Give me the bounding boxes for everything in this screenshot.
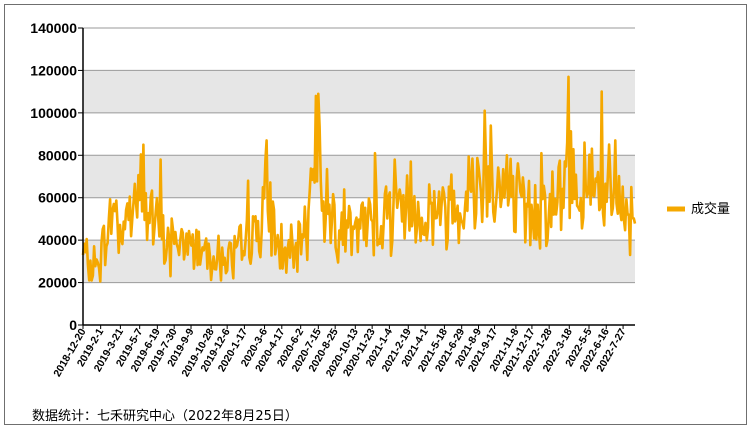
source-note: 数据统计：七禾研究中心（2022年8月25日） bbox=[32, 409, 298, 424]
y-tick-label: 80000 bbox=[38, 147, 77, 163]
grid-band bbox=[83, 70, 635, 113]
y-tick-label: 120000 bbox=[30, 62, 77, 78]
y-tick-label: 100000 bbox=[30, 105, 77, 121]
series-layer bbox=[81, 75, 637, 283]
legend-label: 成交量 bbox=[691, 201, 730, 217]
chart-frame: 0 20000 40000 60000 80000 100000 120000 140000 … bbox=[4, 4, 747, 425]
axes bbox=[82, 28, 635, 326]
y-tick-label: 60000 bbox=[38, 190, 77, 206]
y-tick-labels: 0 20000 40000 60000 80000 100000 120000 140000 bbox=[30, 20, 77, 333]
y-tick-label: 0 bbox=[69, 317, 77, 333]
y-tick-label: 20000 bbox=[38, 275, 77, 291]
volume-line-chart: 020000400006000080000100000120000140000 … bbox=[30, 20, 730, 379]
x-tick-labels: 2018-12-202019-2-12019-3-212019-5-72019-… bbox=[51, 326, 628, 379]
y-tick-label: 140000 bbox=[30, 20, 77, 36]
series-line-volume bbox=[81, 75, 637, 283]
y-tick-label: 40000 bbox=[38, 232, 77, 248]
legend: 成交量 bbox=[667, 201, 730, 217]
